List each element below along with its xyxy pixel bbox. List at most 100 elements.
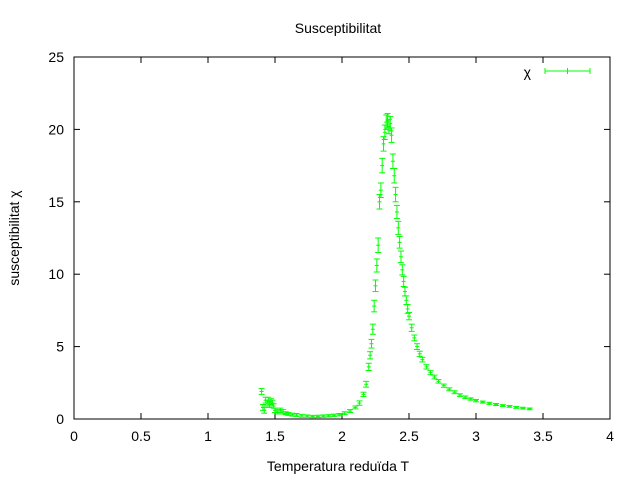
data-point (372, 279, 379, 293)
data-point (356, 400, 363, 406)
legend: χ (524, 64, 591, 80)
x-tick-label: 3.5 (533, 428, 553, 444)
y-tick-label: 10 (48, 266, 64, 282)
data-point (320, 414, 327, 418)
data-point (419, 356, 426, 363)
data-point (431, 374, 438, 380)
data-point (376, 194, 383, 210)
data-point (440, 383, 447, 388)
data-point (381, 124, 388, 141)
data-point (388, 127, 395, 143)
y-tick-label: 5 (56, 339, 64, 355)
data-point (486, 401, 493, 405)
data-point (384, 112, 391, 129)
data-point (400, 275, 407, 288)
data-point (456, 393, 463, 397)
data-point (363, 380, 370, 388)
x-tick-label: 3 (472, 428, 480, 444)
x-tick-label: 2 (338, 428, 346, 444)
data-point (272, 407, 278, 413)
data-point (258, 388, 265, 395)
data-point (304, 414, 311, 418)
data-point (389, 153, 396, 169)
data-point (397, 250, 404, 264)
data-point (330, 413, 337, 417)
data-point (392, 186, 399, 203)
data-point (369, 323, 376, 335)
data-points (258, 112, 533, 419)
data-point (277, 407, 284, 413)
data-point (467, 397, 474, 401)
data-point (371, 299, 378, 313)
x-tick-label: 0 (70, 428, 78, 444)
data-point (368, 338, 375, 349)
data-point (367, 351, 374, 360)
data-point (298, 413, 305, 418)
data-point (399, 264, 406, 276)
data-point (309, 414, 316, 419)
data-point (401, 286, 408, 297)
data-point (274, 409, 281, 415)
legend-label: χ (524, 64, 532, 80)
data-point (416, 350, 423, 357)
data-point (462, 395, 469, 400)
data-point (479, 400, 486, 404)
y-tick-label: 15 (48, 194, 64, 210)
data-point (375, 237, 382, 253)
data-point (373, 258, 380, 273)
data-point (403, 295, 410, 306)
data-point (365, 362, 372, 371)
data-point (383, 114, 390, 130)
data-point (325, 414, 332, 418)
data-point (360, 391, 367, 398)
data-point (352, 405, 359, 410)
data-point (336, 412, 343, 417)
data-point (341, 411, 348, 416)
x-tick-label: 4 (606, 428, 614, 444)
data-point (427, 370, 434, 376)
data-point (379, 157, 386, 174)
data-point (506, 405, 513, 408)
data-point (406, 312, 412, 321)
data-point (285, 411, 292, 416)
y-tick-label: 0 (56, 411, 64, 427)
plot-frame (73, 56, 611, 420)
data-point (396, 236, 403, 249)
x-tick-label: 2.5 (399, 428, 419, 444)
y-axis-label: susceptibilitat χ (6, 190, 22, 286)
data-point (499, 404, 506, 407)
data-point (446, 387, 453, 392)
data-point (519, 406, 526, 410)
data-point (347, 409, 354, 413)
data-point (380, 136, 387, 152)
data-point (393, 204, 400, 219)
data-point (423, 364, 430, 370)
data-point (513, 406, 520, 409)
data-point (408, 323, 415, 332)
data-point (377, 182, 384, 198)
data-point (404, 304, 411, 314)
data-point (385, 118, 392, 135)
y-tick-label: 25 (48, 49, 64, 65)
data-point (435, 379, 442, 384)
chart-title: Susceptibilitat (295, 20, 381, 36)
data-point (526, 407, 533, 411)
data-point (411, 334, 418, 342)
data-point (414, 343, 421, 350)
x-tick-label: 1.5 (265, 428, 285, 444)
x-axis-label: Temperatura reduïda T (267, 458, 410, 474)
x-tick-label: 0.5 (131, 428, 151, 444)
data-point (314, 414, 321, 419)
data-point (293, 412, 300, 417)
data-point (261, 406, 268, 414)
data-point (493, 403, 500, 407)
data-point (451, 390, 458, 395)
data-point (473, 398, 479, 403)
legend-sample (544, 68, 591, 74)
x-tick-label: 1 (204, 428, 212, 444)
data-point (395, 220, 402, 235)
data-point (391, 167, 398, 184)
data-point (387, 115, 394, 132)
y-tick-label: 20 (48, 121, 64, 137)
